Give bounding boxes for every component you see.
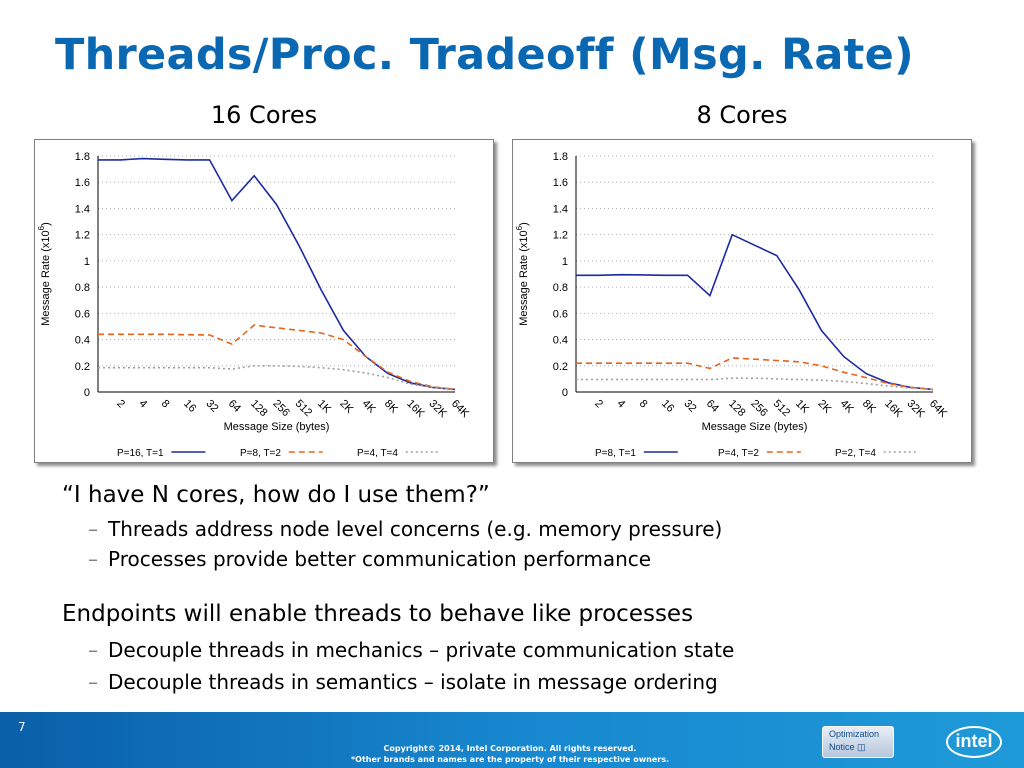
x-tick-label: 4 — [137, 398, 150, 411]
y-tick-label: 0 — [562, 387, 568, 399]
chart-16-cores: 0 0.2 0.4 0.6 0.8 1 1.2 1.4 1.6 1.8 2 4 8 16 32 64 128 25… — [34, 139, 494, 463]
x-tick-label: 128 — [248, 398, 269, 419]
x-tick-label: 4K — [360, 398, 378, 416]
legend-label: P=2, T=4 — [835, 448, 876, 459]
series-line — [98, 157, 456, 391]
y-tick-label: 0.4 — [75, 335, 90, 347]
x-tick-label: 256 — [270, 398, 291, 419]
x-axis-title: Message Size (bytes) — [702, 421, 808, 433]
x-tick-label: 8 — [637, 398, 650, 411]
optimization-notice-button[interactable]: Optimization Notice ◫ — [822, 726, 894, 758]
bullet-dash: – — [88, 547, 98, 571]
x-tick-label: 8 — [159, 398, 172, 411]
chart-8-cores-svg: 0 0.2 0.4 0.6 0.8 1 1.2 1.4 1.6 1.8 2 4 8 16 32 64 128 25… — [515, 151, 950, 459]
series-line — [576, 357, 934, 391]
y-axis-title: Message Rate (x106) — [515, 222, 530, 326]
x-tick-label: 32K — [905, 398, 928, 421]
y-tick-label: 1 — [84, 256, 90, 268]
chart-heading-16-cores: 16 Cores — [210, 101, 318, 129]
chart-16-cores-svg: 0 0.2 0.4 0.6 0.8 1 1.2 1.4 1.6 1.8 2 4 8 16 32 64 128 25… — [37, 151, 472, 459]
x-tick-label: 1K — [315, 398, 333, 416]
y-tick-label: 1.6 — [553, 177, 568, 189]
x-tick-label: 64K — [449, 398, 472, 421]
bullet-item: – Decouple threads in semantics – isolate… — [88, 670, 718, 694]
x-tick-label: 64K — [927, 398, 950, 421]
y-tick-label: 0.8 — [553, 282, 568, 294]
x-tick-label: 64 — [226, 398, 243, 415]
bullet-item: – Threads address node level concerns (e.… — [88, 517, 723, 541]
y-tick-label: 0 — [84, 387, 90, 399]
x-tick-label: 2K — [815, 398, 833, 416]
bullet-dash: – — [88, 638, 98, 662]
chart-8-cores: 0 0.2 0.4 0.6 0.8 1 1.2 1.4 1.6 1.8 2 4 8 16 32 64 128 25… — [512, 139, 972, 463]
series-line — [576, 233, 934, 391]
x-tick-label: 16 — [181, 398, 198, 415]
x-tick-label: 64 — [704, 398, 721, 415]
footer-bar: 7 Copyright© 2014, Intel Corporation. Al… — [0, 712, 1024, 768]
bullet-item: Endpoints will enable threads to behave … — [62, 601, 694, 627]
y-axis-title: Message Rate (x106) — [37, 222, 52, 326]
x-tick-label: 16 — [659, 398, 676, 415]
y-tick-label: 1.2 — [75, 230, 90, 242]
y-tick-label: 0.2 — [75, 361, 90, 373]
y-tick-label: 0.2 — [553, 361, 568, 373]
x-axis-title: Message Size (bytes) — [224, 421, 330, 433]
x-tick-label: 512 — [771, 398, 792, 419]
legend-label: P=8, T=1 — [595, 448, 636, 459]
legend-label: P=4, T=4 — [357, 448, 398, 459]
y-tick-label: 1.6 — [75, 177, 90, 189]
chart-heading-8-cores: 8 Cores — [696, 101, 788, 129]
x-tick-label: 1K — [793, 398, 811, 416]
copyright-text: Copyright© 2014, Intel Corporation. All … — [350, 744, 670, 764]
legend-label: P=8, T=2 — [240, 448, 281, 459]
x-tick-label: 8K — [382, 398, 400, 416]
x-tick-label: 256 — [748, 398, 769, 419]
y-tick-label: 0.4 — [553, 335, 568, 347]
bullet-item: “I have N cores, how do I use them?” — [62, 482, 490, 508]
x-tick-label: 512 — [293, 398, 314, 419]
bullet-item: – Processes provide better communication … — [88, 547, 652, 571]
x-tick-label: 2K — [337, 398, 355, 416]
x-tick-label: 16K — [404, 398, 427, 421]
page-number: 7 — [18, 720, 26, 734]
bullet-dash: – — [88, 517, 98, 541]
y-tick-label: 1.4 — [553, 203, 568, 215]
notice-icon: ◫ — [857, 742, 866, 752]
x-tick-label: 4K — [838, 398, 856, 416]
x-tick-label: 32K — [427, 398, 450, 421]
x-tick-label: 128 — [726, 398, 747, 419]
x-tick-label: 4 — [615, 398, 628, 411]
y-tick-label: 1.8 — [553, 151, 568, 163]
legend-label: P=16, T=1 — [117, 448, 164, 459]
x-tick-label: 16K — [882, 398, 905, 421]
x-tick-label: 32 — [681, 398, 698, 415]
y-tick-label: 0.8 — [75, 282, 90, 294]
bullet-dash: – — [88, 670, 98, 694]
x-tick-label: 32 — [203, 398, 220, 415]
y-tick-label: 0.6 — [553, 308, 568, 320]
x-tick-label: 2 — [114, 398, 127, 411]
y-tick-label: 1 — [562, 256, 568, 268]
bullet-item: – Decouple threads in mechanics – private… — [88, 638, 735, 662]
x-tick-label: 8K — [860, 398, 878, 416]
legend-label: P=4, T=2 — [718, 448, 759, 459]
y-tick-label: 0.6 — [75, 308, 90, 320]
y-tick-label: 1.2 — [553, 230, 568, 242]
slide-title: Threads/Proc. Tradeoff (Msg. Rate) — [55, 30, 914, 80]
x-tick-label: 2 — [592, 398, 605, 411]
intel-logo: intel — [946, 726, 1002, 758]
y-tick-label: 1.4 — [75, 203, 90, 215]
y-tick-label: 1.8 — [75, 151, 90, 163]
